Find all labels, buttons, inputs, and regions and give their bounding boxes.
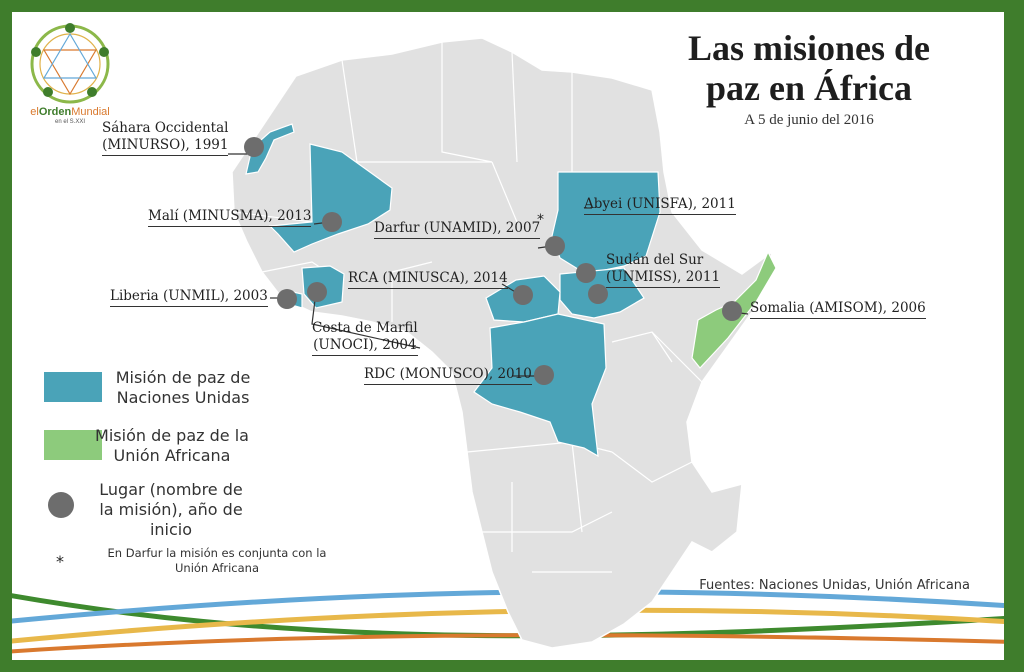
dot-somalia (722, 301, 742, 321)
dot-sudan-sur (588, 284, 608, 304)
legend-au-swatch (44, 430, 102, 460)
dot-costa (307, 282, 327, 302)
logo-emblem (30, 23, 110, 104)
label-abyei: Abyei (UNISFA), 2011 (584, 196, 736, 215)
dot-rdc (534, 365, 554, 385)
label-liberia: Liberia (UNMIL), 2003 (110, 288, 268, 307)
label-somalia: Somalia (AMISOM), 2006 (750, 300, 926, 319)
legend-un-swatch (44, 372, 102, 402)
logo-highlight: Orden (38, 106, 72, 118)
decorative-ribbons (12, 589, 1004, 654)
logo-wordmark: elOrdenMundial (26, 106, 114, 118)
label-sahara: Sáhara Occidental (MINURSO), 1991 (102, 120, 229, 156)
label-sahara-line2: (MINURSO), 1991 (102, 137, 229, 153)
dot-mali (322, 212, 342, 232)
label-darfur: Darfur (UNAMID), 2007 (374, 220, 541, 239)
note-line2: Unión Africana (174, 561, 259, 575)
sources-text: Fuentes: Naciones Unidas, Unión Africana (699, 578, 970, 593)
label-sudan-sur-line2: (UNMISS), 2011 (606, 269, 721, 285)
legend-au-line2: Unión Africana (113, 446, 231, 465)
note-asterisk: * (56, 552, 64, 571)
label-mali: Malí (MINUSMA), 2013 (148, 208, 312, 227)
label-costa-line1: Costa de Marfil (312, 320, 418, 336)
legend-un-line2: Naciones Unidas (116, 388, 250, 407)
label-sudan-sur: Sudán del Sur (UNMISS), 2011 (606, 252, 721, 288)
page-title: Las misiones de paz en África (644, 28, 974, 108)
dot-darfur (545, 236, 565, 256)
label-rca: RCA (MINUSCA), 2014 (348, 270, 508, 289)
page-subtitle: A 5 de junio del 2016 (744, 112, 874, 128)
region-western-sahara (245, 123, 295, 175)
region-drc (473, 313, 607, 458)
note-line1: En Darfur la misión es conjunta con la (107, 546, 327, 560)
dot-sahara (244, 137, 264, 157)
title-line-2: paz en África (706, 68, 912, 108)
label-sahara-line1: Sáhara Occidental (102, 120, 229, 136)
legend-point-label: Lugar (nombre de la misión), año de inic… (96, 480, 246, 540)
dot-liberia (277, 289, 297, 309)
legend-un-line1: Misión de paz de (115, 368, 251, 387)
legend-point-line2: la misión), año de (99, 500, 243, 519)
region-mali (268, 143, 393, 253)
legend-un-label: Misión de paz de Naciones Unidas (108, 368, 258, 408)
logo-tagline: en el S.XXI (54, 119, 86, 125)
legend-point-line1: Lugar (nombre de (99, 480, 243, 499)
dot-rca (513, 285, 533, 305)
label-rdc: RDC (MONUSCO), 2010 (364, 366, 532, 385)
legend-au-line1: Misión de paz de la (95, 426, 249, 445)
dot-abyei (576, 263, 596, 283)
legend-point-line3: inicio (149, 520, 193, 539)
darfur-asterisk: * (537, 212, 544, 228)
map-frame: elOrdenMundial en el S.XXI Las misiones … (12, 12, 1004, 660)
label-costa-line2: (UNOCI), 2004 (313, 337, 417, 353)
legend-point-dot (48, 492, 74, 518)
logo-suffix: Mundial (71, 106, 110, 118)
mission-dots (244, 137, 742, 385)
title-line-1: Las misiones de (687, 28, 931, 68)
label-sudan-sur-line1: Sudán del Sur (606, 252, 704, 268)
label-costa: Costa de Marfil (UNOCI), 2004 (312, 320, 418, 356)
darfur-note: En Darfur la misión es conjunta con la U… (72, 546, 362, 576)
africa-map (12, 23, 1004, 654)
logo-prefix: el (30, 106, 39, 118)
legend-au-label: Misión de paz de la Unión Africana (84, 426, 260, 466)
